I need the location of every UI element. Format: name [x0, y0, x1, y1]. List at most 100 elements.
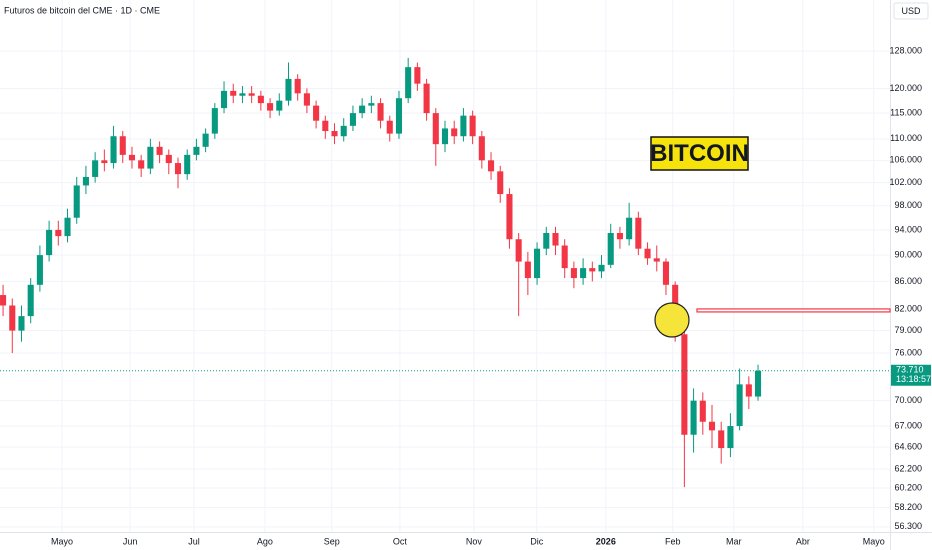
x-tick-label: Mayo: [51, 536, 73, 546]
candle-body: [303, 93, 310, 106]
candle-body: [46, 229, 53, 256]
chart-title: Futuros de bitcoin del CME · 1D · CME: [4, 5, 160, 15]
candle-body: [211, 108, 218, 134]
highlight-circle: [654, 302, 690, 338]
candle-body: [165, 154, 172, 164]
candle-body: [267, 103, 274, 111]
candle-body: [386, 120, 393, 134]
candle-body: [635, 217, 642, 249]
x-tick-label: Mar: [726, 536, 742, 546]
candle-body: [626, 217, 633, 240]
candle-body: [248, 93, 255, 96]
x-tick-label: Abr: [796, 536, 810, 546]
candle-body: [607, 233, 614, 265]
x-tick-label: 2026: [596, 536, 616, 546]
candle-body: [9, 305, 16, 331]
candle-body: [598, 264, 605, 272]
candle-body: [754, 370, 762, 397]
y-tick-label: 128.000: [889, 45, 922, 55]
countdown: 13:18:57: [896, 374, 931, 384]
y-tick-label: 110.000: [890, 133, 922, 143]
candle-body: [690, 400, 697, 435]
candle-body: [202, 133, 209, 147]
last-price-label: 73.710: [896, 365, 924, 375]
currency-box[interactable]: [893, 2, 929, 20]
candle-body: [432, 113, 439, 145]
y-tick-label: 98.000: [894, 200, 922, 210]
candle-body: [331, 131, 338, 137]
candle-body: [460, 115, 467, 137]
candle-body: [543, 233, 550, 249]
candle-body: [110, 136, 117, 164]
candle-body: [524, 261, 531, 279]
annotation-box: [650, 136, 749, 171]
candle-body: [561, 245, 568, 269]
candle-body: [580, 268, 587, 279]
x-tick-label: Jun: [123, 536, 138, 546]
candle-body: [616, 233, 623, 240]
candle-body: [506, 194, 513, 240]
candle-body: [644, 248, 651, 259]
candle-body: [285, 78, 292, 101]
currency: USD: [901, 6, 921, 16]
candle-body: [294, 78, 301, 94]
candle-body: [423, 83, 430, 114]
y-tick-label: 94.000: [894, 224, 922, 234]
x-tick-label: Sep: [324, 536, 340, 546]
candle-body: [18, 316, 25, 331]
last-price-box: [891, 364, 931, 386]
candle-body: [313, 105, 320, 121]
candle-body: [570, 268, 577, 279]
candle-body: [662, 261, 670, 285]
candle-body: [322, 120, 329, 132]
y-tick-label: 56.300: [894, 521, 922, 531]
candle-body: [220, 90, 228, 109]
candle-body: [184, 154, 191, 175]
candle-body: [681, 334, 688, 435]
x-tick-label: Dic: [530, 536, 543, 546]
y-tick-label: 90.000: [894, 249, 922, 259]
y-tick-label: 102.000: [889, 177, 922, 187]
candle-body: [276, 100, 283, 111]
candle-body: [727, 426, 734, 449]
candle-body: [36, 255, 43, 285]
x-tick-label: Ago: [257, 536, 273, 546]
candle-body: [230, 90, 237, 96]
x-tick-label: Jul: [188, 536, 200, 546]
x-tick-label: Oct: [393, 536, 408, 546]
candle-body: [174, 163, 182, 175]
y-tick-label: 106.000: [889, 155, 922, 165]
y-tick-label: 79.000: [894, 325, 922, 335]
y-tick-label: 82.000: [894, 303, 922, 313]
candle-body: [119, 136, 126, 155]
candle-body: [138, 160, 145, 169]
candle-body: [147, 146, 154, 169]
candle-body: [156, 146, 163, 155]
candle-body: [340, 125, 347, 137]
candle-body: [451, 128, 458, 137]
candle-body: [405, 67, 412, 99]
y-tick-label: 76.000: [894, 347, 922, 357]
candle-body: [736, 384, 743, 427]
candle-body: [73, 185, 80, 218]
x-tick-label: Nov: [466, 536, 483, 546]
candle-body: [469, 115, 476, 137]
candle-body: [92, 160, 99, 177]
candle-body: [441, 128, 449, 145]
x-tick-label: Feb: [665, 536, 681, 546]
candle-body: [653, 258, 660, 262]
x-tick-label: Mayo: [863, 536, 885, 546]
y-tick-label: 58.200: [894, 502, 922, 512]
candle-body: [359, 105, 366, 114]
y-tick-label: 60.200: [894, 482, 922, 492]
y-tick-label: 64.600: [894, 442, 922, 452]
candle-body: [377, 103, 384, 121]
candle-body: [193, 146, 200, 155]
candle-body: [27, 284, 34, 317]
candle-body: [414, 67, 421, 84]
candle-body: [497, 171, 504, 195]
candle-body: [708, 421, 716, 431]
